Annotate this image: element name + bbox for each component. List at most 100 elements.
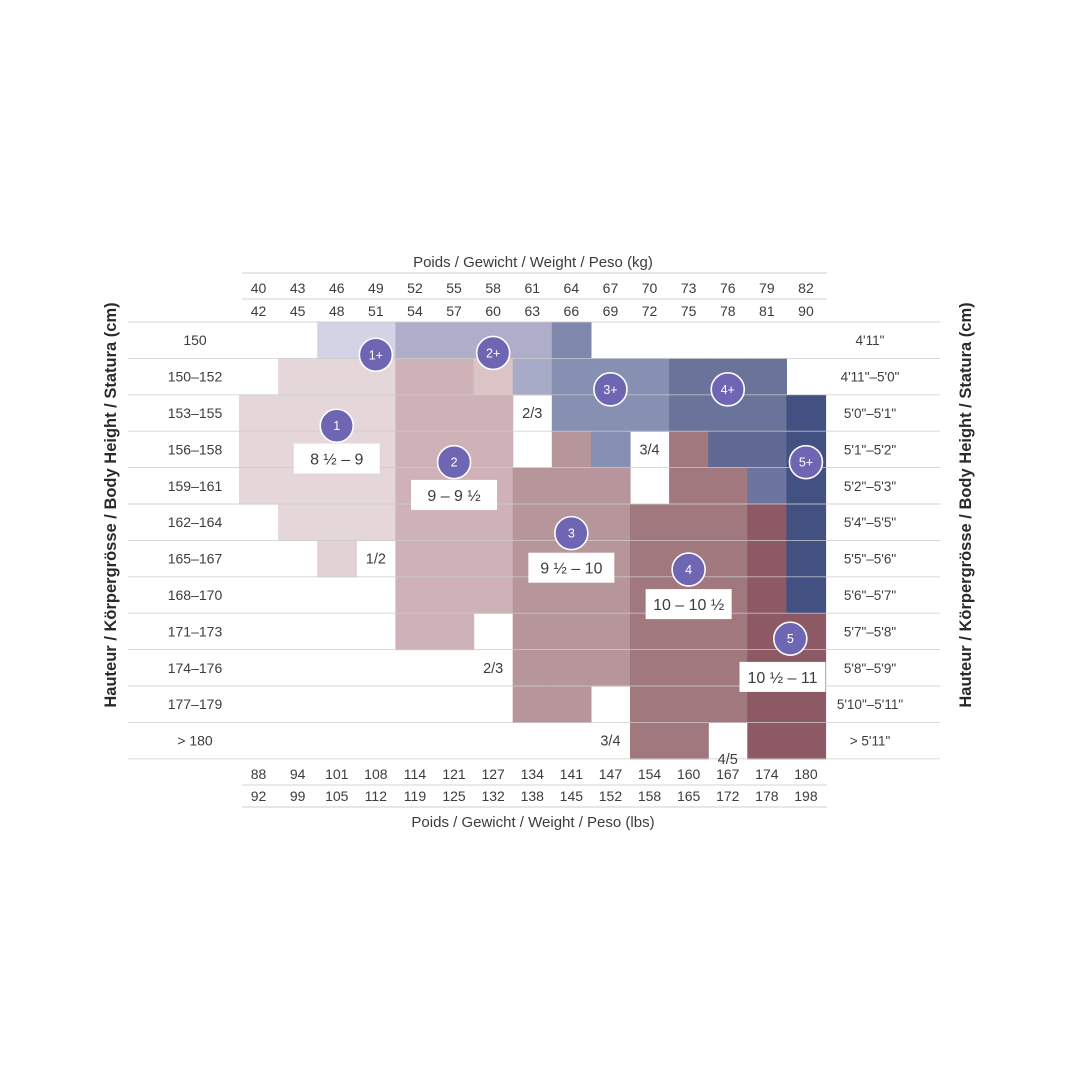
overlap-label: 1/2 [366,552,386,568]
height-cm-tick: 150 [183,332,207,348]
size-cell-2 [434,394,475,432]
size-cell-2 [395,613,436,651]
size-badge [319,408,355,444]
size-cell-4 [630,504,670,541]
axes: Poids / Gewicht / Weight / Peso (kg) Poi… [102,254,975,831]
height-ft-tick: 4'11"–5'0" [841,370,900,385]
lbs-to-tick: 165 [677,788,701,804]
size-badge-label: 3+ [603,383,617,397]
size-cell-4 [669,686,709,723]
kg-from-tick: 49 [368,280,384,296]
kg-to-tick: 63 [524,303,540,319]
size-cell-2+ [512,358,553,396]
overlap-label: 3/4 [639,442,659,458]
height-ft-tick: 5'8"–5'9" [844,661,896,676]
size-label-box [293,443,380,474]
size-labels: 8 ½ – 9 9 – 9 ½ 9 ½ – 10 10 – 10 ½ 10 ½ – 11 [293,443,826,692]
kg-from-tick: 79 [759,280,775,296]
lbs-to-tick: 198 [794,788,818,804]
size-badge [788,444,824,480]
kg-from-tick: 55 [446,280,462,296]
height-cm-tick: 150–152 [168,369,223,385]
size-label-text: 9 – 9 ½ [427,488,480,505]
size-cell-2 [395,358,436,396]
kg-from-tick: 46 [329,280,345,296]
size-label-text: 9 ½ – 10 [540,561,602,578]
lbs-to-tick: 125 [442,788,466,804]
overlap-label: 4/5 [718,752,738,768]
size-cell-3 [590,649,631,687]
size-cell-2 [473,504,514,541]
grid-lines [128,272,940,808]
height-axis-title-right: Hauteur / Körpergrösse / Body Height / S… [957,302,975,707]
size-badge-label: 5+ [799,456,813,470]
kg-to-tick: 45 [290,303,306,319]
size-cell-1 [278,358,318,396]
lbs-to-tick: 105 [325,788,349,804]
size-cell-1 [278,504,318,541]
kg-to-tick: 54 [407,303,423,319]
lbs-from-tick: 101 [325,766,349,782]
lbs-from-tick: 174 [755,766,779,782]
size-cell-3+ [551,358,592,396]
size-cell-2+ [512,322,553,359]
size-cell-3+ [630,394,670,432]
size-cell-3 [551,431,592,469]
size-cell-3 [512,576,553,614]
size-cell-3 [512,649,553,687]
kg-from-tick: 40 [251,280,267,296]
size-cells [239,322,827,760]
size-cell-1 [356,467,396,505]
size-cell-4 [708,467,748,505]
size-cell-1 [356,394,396,432]
kg-from-tick: 58 [485,280,501,296]
height-ft-tick: 5'7"–5'8" [844,624,896,639]
size-cell-3+ [551,394,592,432]
size-cell-2 [473,540,514,578]
size-badge-label: 4+ [721,383,735,397]
size-cell-4 [669,504,709,541]
size-cell-1 [317,504,357,541]
lbs-from-tick: 114 [404,766,427,782]
size-cell-2 [395,431,436,469]
overlap-label: 2/3 [522,406,542,422]
size-badge-label: 4 [685,563,692,577]
size-label-box [528,552,615,583]
lbs-from-tick: 134 [521,766,545,782]
size-cell-2 [434,540,475,578]
size-cell-3 [512,467,553,505]
size-cell-3 [590,504,631,541]
height-cm-tick: 156–158 [168,441,223,457]
size-cell-5+ [786,576,827,614]
size-cell-1 [317,467,357,505]
size-cell-4+ [747,358,787,396]
size-badge-label: 5 [787,632,794,646]
size-cell-4 [669,649,709,687]
kg-to-tick: 69 [603,303,619,319]
lbs-to-tick: 112 [365,788,388,804]
size-cell-5 [747,504,787,541]
size-cell-3 [551,613,592,651]
size-badge [593,372,628,407]
lbs-from-tick: 147 [599,766,623,782]
size-cell-2 [434,504,475,541]
size-badge-label: 1 [333,419,340,433]
lbs-from-tick: 127 [481,766,505,782]
size-cell-2 [395,504,436,541]
weight-kg-title: Poids / Gewicht / Weight / Peso (kg) [413,254,653,271]
size-badge-label: 2+ [486,346,500,360]
kg-to-tick: 75 [681,303,697,319]
size-cell-3 [551,576,592,614]
size-cell-2 [434,358,475,396]
size-label-box [739,661,826,692]
size-cell-4 [630,722,670,760]
size-cell-5 [786,722,827,760]
size-cell-3+ [551,322,592,359]
height-cm-tick: > 180 [177,733,213,749]
size-cell-4+ [708,431,748,469]
kg-from-tick: 43 [290,280,306,296]
lbs-to-tick: 152 [599,788,623,804]
size-badge [671,552,706,587]
size-cell-4 [630,686,670,723]
